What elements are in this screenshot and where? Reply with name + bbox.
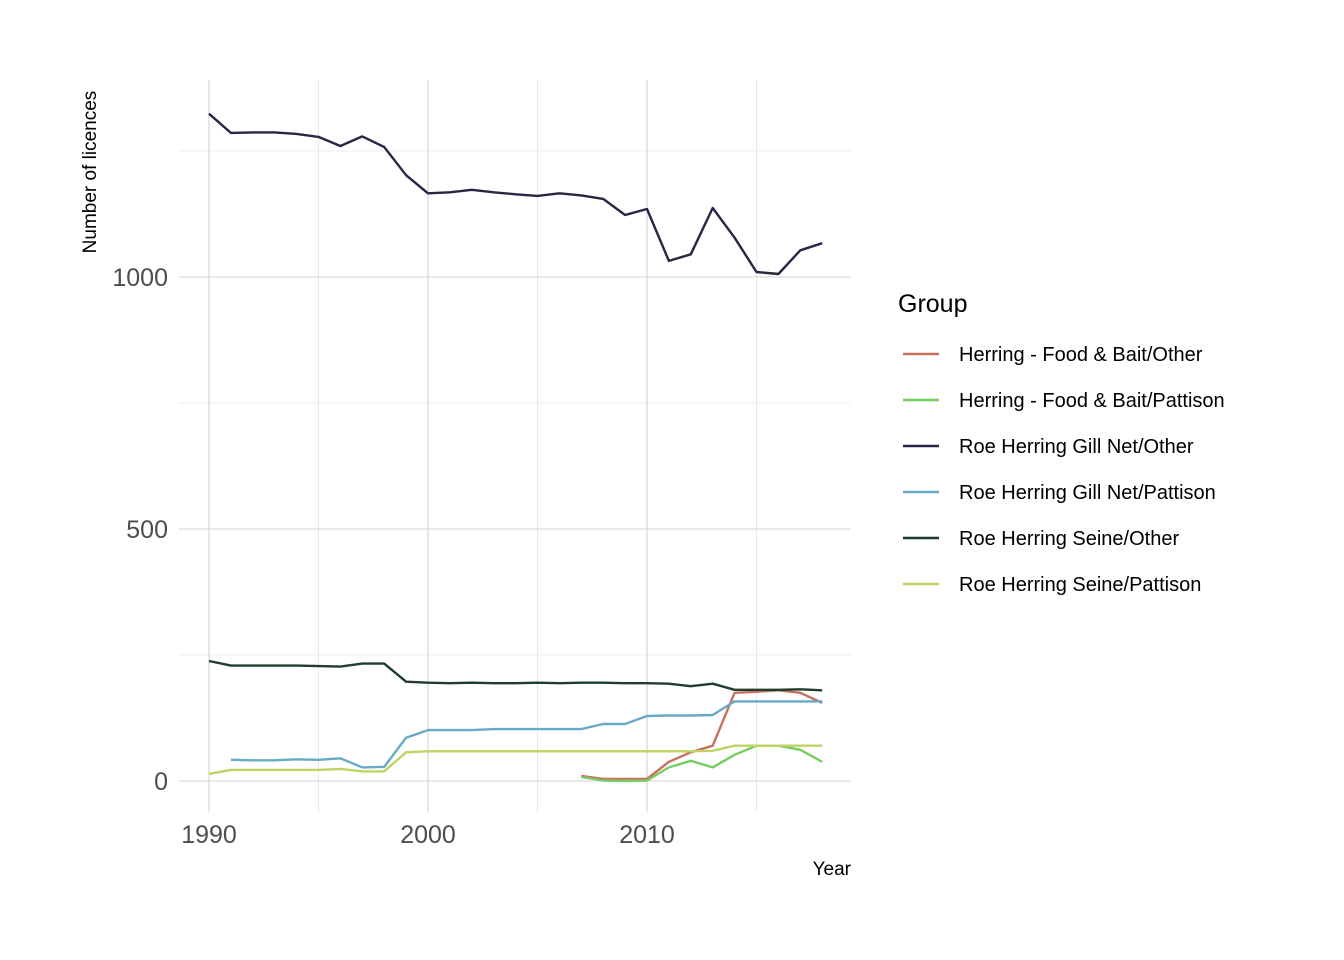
series-line — [208, 659, 823, 692]
series-line — [208, 112, 823, 276]
series-line — [581, 689, 823, 781]
legend-label: Roe Herring Seine/Pattison — [959, 574, 1201, 596]
legend-label: Herring - Food & Bait/Pattison — [959, 390, 1225, 412]
legend-item: Roe Herring Seine/Other — [903, 528, 1179, 550]
legend-item: Roe Herring Gill Net/Pattison — [903, 482, 1216, 504]
legend-item: Herring - Food & Bait/Other — [903, 344, 1203, 366]
x-tick-label: 2010 — [619, 821, 675, 849]
legend-label: Roe Herring Gill Net/Pattison — [959, 482, 1216, 504]
x-tick-label: 1990 — [181, 821, 237, 849]
plot-series — [208, 112, 823, 783]
series-line — [230, 700, 823, 769]
x-axis-title: Year — [813, 859, 852, 880]
series-line — [208, 744, 823, 776]
legend-item: Roe Herring Gill Net/Other — [903, 436, 1194, 458]
legend-label: Roe Herring Gill Net/Other — [959, 436, 1194, 458]
y-tick-label: 0 — [154, 768, 168, 796]
legend-label: Roe Herring Seine/Other — [959, 528, 1179, 550]
legend: Group Herring - Food & Bait/OtherHerring… — [898, 290, 1225, 596]
y-tick-label: 1000 — [112, 264, 168, 292]
x-axis-ticks: 1990 2000 2010 — [181, 821, 675, 849]
y-axis-ticks: 0 500 1000 — [112, 264, 168, 796]
grid-lines — [179, 80, 851, 812]
legend-label: Herring - Food & Bait/Other — [959, 344, 1203, 366]
y-tick-label: 500 — [126, 516, 168, 544]
x-tick-label: 2000 — [400, 821, 456, 849]
y-axis-title: Number of licences — [80, 91, 101, 254]
legend-items: Herring - Food & Bait/Other Herring - Foo… — [903, 344, 1225, 596]
legend-item: Herring - Food & Bait/Pattison — [903, 390, 1225, 412]
legend-title: Group — [898, 290, 967, 318]
legend-item: Roe Herring Seine/Pattison — [903, 574, 1201, 596]
